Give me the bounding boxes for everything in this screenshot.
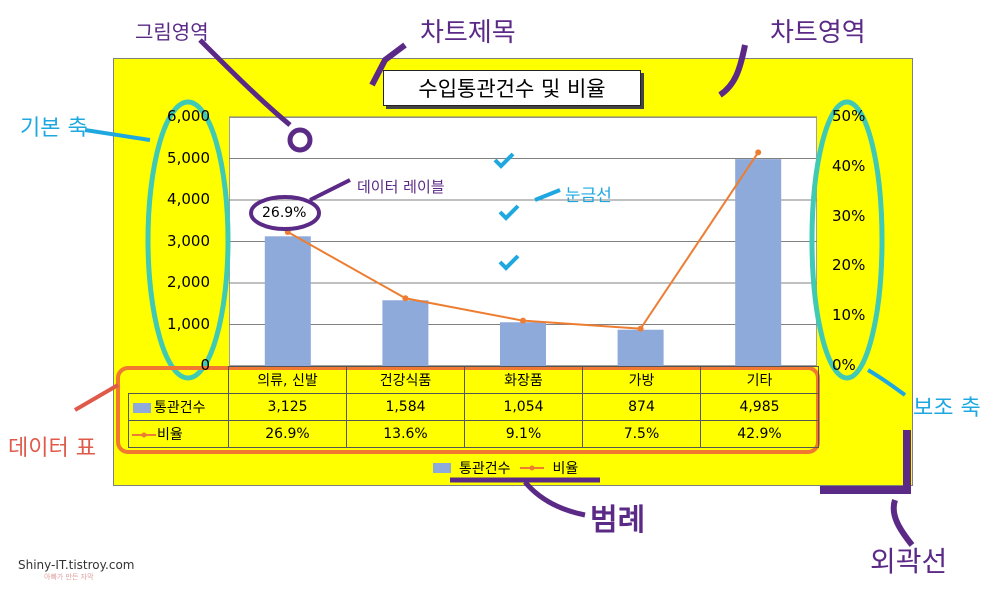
annot-legend: 범례 xyxy=(590,503,646,538)
line-point xyxy=(402,295,409,302)
legend-label: 통관건수 xyxy=(459,461,511,477)
table-corner xyxy=(128,366,229,394)
y-tick-label: 4,000 xyxy=(167,190,210,208)
table-header-row: 의류, 신발 건강식품 화장품 가방 기타 xyxy=(128,366,819,394)
gridline-check-mark xyxy=(493,152,515,169)
table-cell: 7.5% xyxy=(582,420,701,448)
table-cell: 1,584 xyxy=(346,393,465,421)
arrow-gridlines xyxy=(534,188,561,202)
table-row-header: 통관건수 xyxy=(128,393,229,421)
table-row: 통관건수 3,125 1,584 1,054 874 4,985 xyxy=(128,393,819,421)
table-col-header: 건강식품 xyxy=(346,366,465,394)
line-point xyxy=(637,325,644,332)
data-label: 26.9% xyxy=(262,205,307,221)
y-tick-label: 0 xyxy=(200,356,210,374)
bar xyxy=(735,159,782,366)
table-cell: 874 xyxy=(582,393,701,421)
arrow-data-label xyxy=(309,178,351,202)
gridline-check-mark xyxy=(498,254,520,271)
data-table: 의류, 신발 건강식품 화장품 가방 기타 통관건수 3,125 1,584 1… xyxy=(128,366,819,448)
table-cell: 42.9% xyxy=(700,420,819,448)
annot-secondary-axis: 보조 축 xyxy=(913,396,981,421)
table-cell: 1,054 xyxy=(464,393,583,421)
annot-plot-area: 그림영역 xyxy=(135,20,209,44)
y-tick-label: 1,000 xyxy=(167,314,210,333)
annot-gridlines: 눈금선 xyxy=(565,186,612,206)
bar xyxy=(617,329,664,366)
table-row-label: 비율 xyxy=(157,427,183,443)
bar xyxy=(264,236,311,366)
table-row-label: 통관건수 xyxy=(154,400,206,416)
arrow-primary-axis xyxy=(84,128,151,142)
y-tick-label: 5,000 xyxy=(167,148,210,167)
secondary-axis-highlight xyxy=(809,99,885,381)
y-tick-label: 2,000 xyxy=(167,273,210,291)
gridline-check-mark xyxy=(498,204,520,221)
table-cell: 26.9% xyxy=(228,420,347,448)
arrow-legend xyxy=(523,480,586,518)
arrow-chart-area xyxy=(718,44,748,98)
table-col-header: 기타 xyxy=(700,366,819,394)
legend-line-swatch xyxy=(519,465,544,471)
y2-tick-label: 40% xyxy=(832,156,866,175)
data-label-highlight xyxy=(249,195,321,231)
arrow-plot-area-end xyxy=(287,127,313,153)
y-tick-label: 6,000 xyxy=(167,107,210,125)
y2-tick-label: 20% xyxy=(832,256,866,275)
table-row: 비율 26.9% 13.6% 9.1% 7.5% 42.9% xyxy=(128,420,819,448)
annot-data-label: 데이터 레이블 xyxy=(357,178,445,196)
legend-label: 비율 xyxy=(552,461,579,477)
annot-primary-axis: 기본 축 xyxy=(20,116,88,141)
watermark: Shiny-IT.tistroy.com xyxy=(18,558,135,572)
bar xyxy=(500,322,546,366)
bar xyxy=(382,300,429,366)
annot-chart-title: 차트제목 xyxy=(420,18,516,48)
table-col-header: 가방 xyxy=(582,366,701,394)
table-col-header: 의류, 신발 xyxy=(228,366,347,394)
arrow-chart-title xyxy=(369,42,407,87)
legend: 통관건수 비율 xyxy=(433,458,578,478)
annot-data-table: 데이터 표 xyxy=(8,436,96,461)
legend-bar-swatch xyxy=(433,463,451,473)
y2-tick-label: 0% xyxy=(832,356,856,374)
bar-legend-key xyxy=(133,403,151,413)
arrow-data-table xyxy=(73,383,120,412)
table-cell: 13.6% xyxy=(346,420,465,448)
y2-tick-label: 30% xyxy=(832,206,866,225)
watermark-sub: 아빠가 만든 자막 xyxy=(44,573,94,581)
line-point xyxy=(520,317,526,324)
arrow-secondary-axis xyxy=(866,368,907,397)
table-cell: 3,125 xyxy=(228,393,347,421)
line-legend-key xyxy=(132,432,156,438)
y2-tick-label: 10% xyxy=(832,306,866,325)
annot-border: 외곽선 xyxy=(870,545,948,578)
y2-tick-label: 50% xyxy=(832,107,866,125)
table-cell: 9.1% xyxy=(464,420,583,448)
arrow-plot-area xyxy=(198,38,292,127)
chart-title: 수입통관건수 및 비율 xyxy=(383,70,641,106)
table-col-header: 화장품 xyxy=(464,366,583,394)
annot-chart-area: 차트영역 xyxy=(770,18,866,48)
y-tick-label: 3,000 xyxy=(167,231,210,250)
line-point xyxy=(755,149,762,156)
table-row-header: 비율 xyxy=(128,420,229,448)
arrow-border-tail xyxy=(890,499,915,547)
table-cell: 4,985 xyxy=(700,393,819,421)
arrow-border xyxy=(820,430,911,494)
